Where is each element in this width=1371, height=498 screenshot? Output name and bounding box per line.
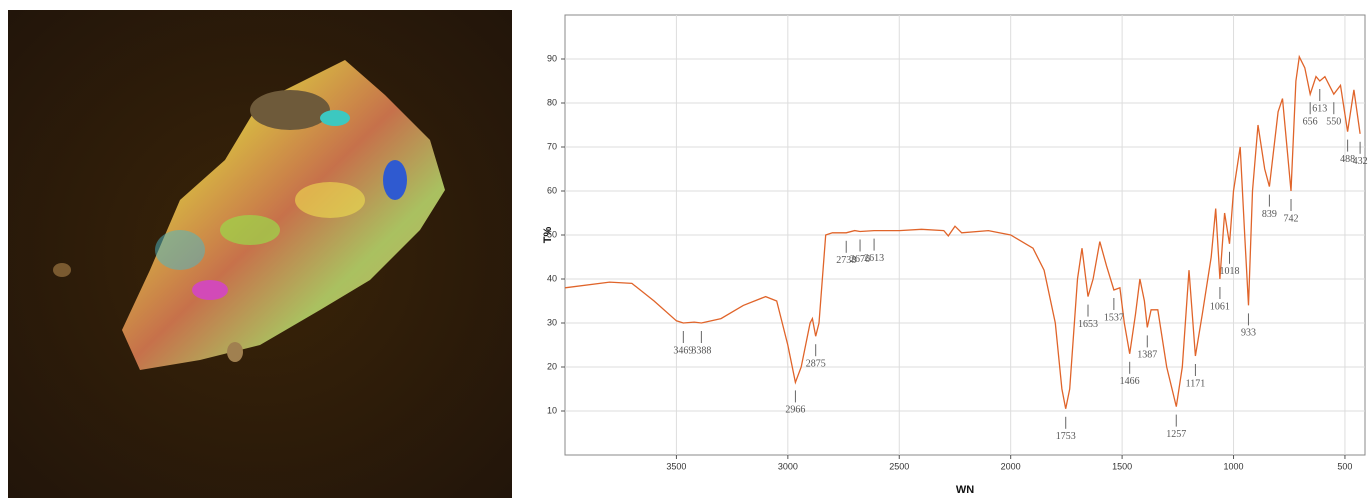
crystal-color: [155, 230, 205, 270]
y-tick-label: 20: [547, 361, 557, 371]
crystal-shade: [250, 90, 330, 130]
x-tick-label: 2500: [889, 461, 909, 471]
x-tick-label: 500: [1337, 461, 1352, 471]
particle: [227, 342, 243, 362]
y-tick-label: 90: [547, 53, 557, 63]
peak-label: 933: [1241, 328, 1256, 339]
y-tick-label: 60: [547, 185, 557, 195]
crystal-color: [192, 280, 228, 300]
peak-label: 3469: [673, 345, 693, 356]
peak-label: 1171: [1186, 378, 1206, 389]
peak-label: 3388: [691, 345, 711, 356]
y-tick-label: 80: [547, 97, 557, 107]
y-tick-label: 70: [547, 141, 557, 151]
peak-label: 2875: [806, 358, 826, 369]
x-tick-label: 2000: [1001, 461, 1021, 471]
y-tick-label: 30: [547, 317, 557, 327]
peak-label: 1061: [1210, 301, 1230, 312]
crystal-color: [320, 110, 350, 126]
particle: [53, 263, 71, 277]
crystal-color: [383, 160, 407, 200]
peak-label: 839: [1262, 209, 1277, 220]
peak-label: 742: [1284, 213, 1299, 224]
peak-label: 432: [1353, 156, 1368, 167]
peak-label: 656: [1303, 116, 1318, 127]
peak-label: 2966: [785, 405, 805, 416]
peak-label: 1466: [1120, 376, 1140, 387]
x-tick-label: 3500: [666, 461, 686, 471]
x-tick-label: 3000: [778, 461, 798, 471]
y-tick-label: 10: [547, 405, 557, 415]
x-axis-title: WN: [956, 484, 974, 496]
peak-label: 1537: [1104, 312, 1124, 323]
y-tick-label: 50: [547, 229, 557, 239]
peak-label: 1653: [1078, 319, 1098, 330]
crystal-color: [295, 182, 365, 218]
crystal-color: [220, 215, 280, 245]
micrograph: [8, 10, 512, 498]
peak-label: 613: [1312, 103, 1327, 114]
figure: T% WN 1020304050607080903500300025002000…: [0, 0, 1371, 498]
x-tick-label: 1000: [1224, 461, 1244, 471]
peak-label: 2613: [864, 253, 884, 264]
peak-label: 1018: [1220, 266, 1240, 277]
peak-label: 550: [1326, 116, 1341, 127]
y-tick-label: 40: [547, 273, 557, 283]
x-tick-label: 1500: [1112, 461, 1132, 471]
peak-label: 1257: [1166, 429, 1186, 440]
peak-label: 1753: [1056, 431, 1076, 442]
peak-label: 1387: [1137, 350, 1157, 361]
